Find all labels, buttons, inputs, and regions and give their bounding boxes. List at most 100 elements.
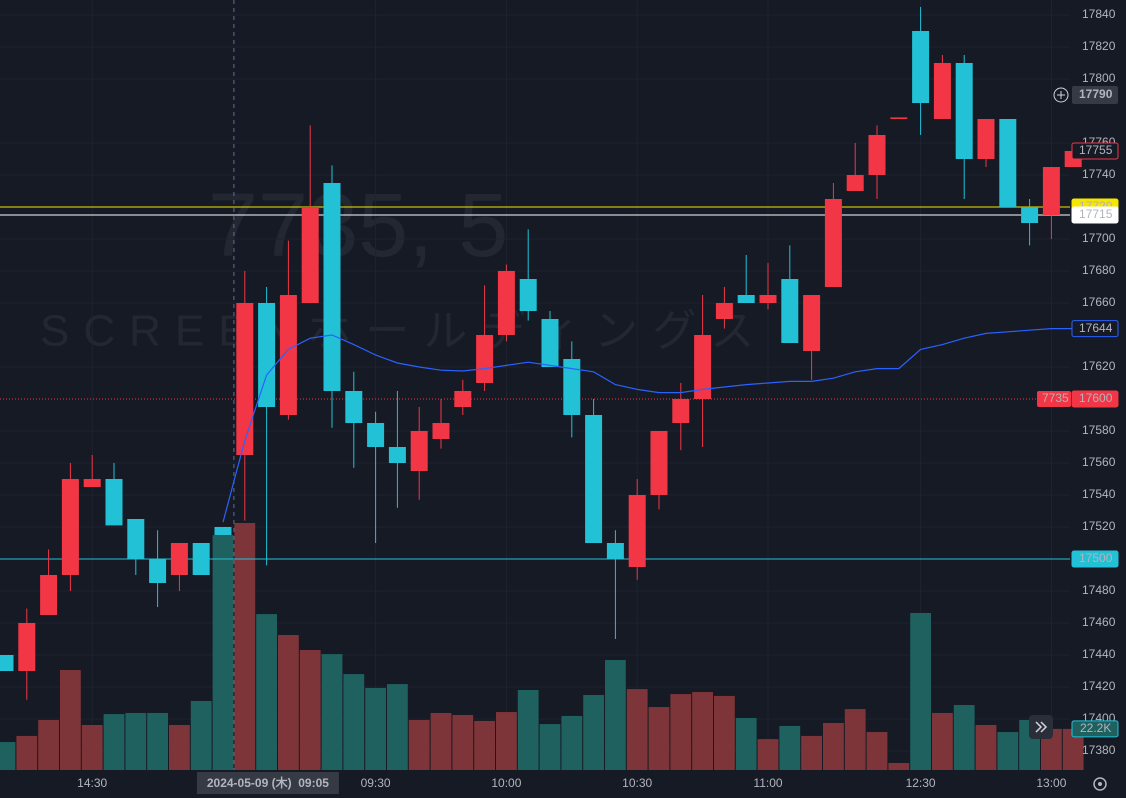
candle-body xyxy=(105,479,123,526)
candle-body xyxy=(83,479,101,487)
volume-bar xyxy=(714,695,735,770)
candle-body xyxy=(563,359,581,415)
candle-body xyxy=(868,135,886,175)
volume-bar xyxy=(81,725,103,770)
volume-bar xyxy=(299,650,321,770)
x-tick-label: 10:30 xyxy=(622,776,652,790)
symbol-badge: 7735 xyxy=(1042,391,1069,405)
candle-body xyxy=(585,415,603,543)
scroll-button[interactable] xyxy=(1029,715,1053,739)
y-tick-label: 17440 xyxy=(1082,647,1116,661)
y-tick-label: 17820 xyxy=(1082,39,1116,53)
price-line-label-bg xyxy=(1071,390,1119,408)
y-tick-label: 17380 xyxy=(1082,743,1116,757)
volume-bar xyxy=(1041,728,1062,770)
crosshair-time-bg xyxy=(196,772,339,794)
candle-body xyxy=(61,479,79,575)
candle-body xyxy=(715,303,733,319)
volume-bar xyxy=(38,720,59,770)
candle-body xyxy=(803,295,821,351)
candle-body xyxy=(0,655,14,671)
add-alert-icon[interactable] xyxy=(1053,87,1069,103)
price-line-label-bg xyxy=(1071,206,1119,224)
candle-body xyxy=(541,319,559,367)
price-line-label: 17600 xyxy=(1079,391,1113,405)
volume-bar xyxy=(387,684,408,770)
candle-body xyxy=(454,391,472,407)
candle-body xyxy=(258,303,276,407)
volume-layer xyxy=(0,523,1084,770)
volume-bar xyxy=(452,715,474,770)
volume-bar xyxy=(583,695,604,770)
candle-body xyxy=(345,391,363,423)
volume-bar xyxy=(125,712,147,770)
candle-body xyxy=(1021,207,1039,223)
y-tick-label: 17460 xyxy=(1082,615,1116,629)
x-tick-label: 13:00 xyxy=(1036,776,1066,790)
watermark-name: SCREENホールディングス xyxy=(40,307,768,356)
y-tick-label: 17800 xyxy=(1082,71,1116,85)
volume-label-bg xyxy=(1071,720,1119,738)
volume-bar xyxy=(561,715,583,770)
candle-body xyxy=(214,527,232,535)
volume-bar xyxy=(408,720,430,770)
volume-bar xyxy=(670,694,692,770)
price-line-label: 17500 xyxy=(1079,551,1113,565)
vwap-label-bg xyxy=(1071,320,1119,338)
watermark-symbol: 7735, 5 xyxy=(208,176,508,276)
volume-bar xyxy=(256,614,277,770)
candle-body xyxy=(476,335,494,383)
volume-bar xyxy=(801,735,822,770)
price-line-label-bg xyxy=(1071,550,1119,568)
candle-body xyxy=(192,543,210,575)
candle-body xyxy=(694,335,712,399)
candle-body xyxy=(650,431,668,495)
volume-bar xyxy=(212,535,234,770)
volume-bar xyxy=(823,722,844,770)
price-axis: 1738017400174201744017460174801752017540… xyxy=(1037,7,1119,757)
candle-body xyxy=(933,63,951,119)
candle-body xyxy=(912,31,930,103)
volume-bar xyxy=(147,712,168,770)
candle-body xyxy=(999,119,1017,207)
candle-body xyxy=(781,279,799,343)
volume-bar xyxy=(605,660,626,770)
volume-bar xyxy=(626,689,648,770)
y-tick-label: 17660 xyxy=(1082,295,1116,309)
y-tick-label: 17700 xyxy=(1082,231,1116,245)
crosshair-time: 2024-05-09 (木) 09:05 xyxy=(207,775,329,790)
candle-body xyxy=(977,119,995,159)
volume-bar xyxy=(539,724,561,770)
candle-body xyxy=(432,423,450,439)
time-axis-labels: 14:30 09:30 10:00 10:30 11:00 12:30 13:00 2024-… xyxy=(77,772,1067,794)
y-tick-label: 17480 xyxy=(1082,583,1116,597)
settings-icon[interactable] xyxy=(1093,777,1107,791)
volume-bar xyxy=(735,717,757,770)
crosshair-price-bg xyxy=(1072,86,1118,104)
volume-bar xyxy=(932,712,953,770)
volume-bar xyxy=(953,705,975,770)
volume-bar xyxy=(844,709,866,770)
add-alert-plus xyxy=(1057,91,1065,99)
candle-body xyxy=(890,117,908,119)
y-tick-label: 17520 xyxy=(1082,519,1116,533)
last-price-label-bg xyxy=(1071,142,1119,160)
candle-body xyxy=(388,447,406,463)
volume-bar xyxy=(517,690,539,770)
candle-body xyxy=(301,207,319,303)
volume-bar xyxy=(0,742,16,770)
time-axis xyxy=(0,770,1126,798)
candle-body xyxy=(955,63,973,159)
volume-bar xyxy=(975,725,997,770)
candle-body xyxy=(40,575,58,615)
volume-bar xyxy=(474,720,495,770)
candle-body xyxy=(519,279,537,311)
x-tick-label: 14:30 xyxy=(77,776,107,790)
volume-bar xyxy=(16,735,38,770)
volume-bar xyxy=(1062,728,1084,770)
candle-body xyxy=(628,495,646,567)
candle-body xyxy=(410,431,428,471)
y-tick-label: 17580 xyxy=(1082,423,1116,437)
volume-bar xyxy=(910,612,931,770)
